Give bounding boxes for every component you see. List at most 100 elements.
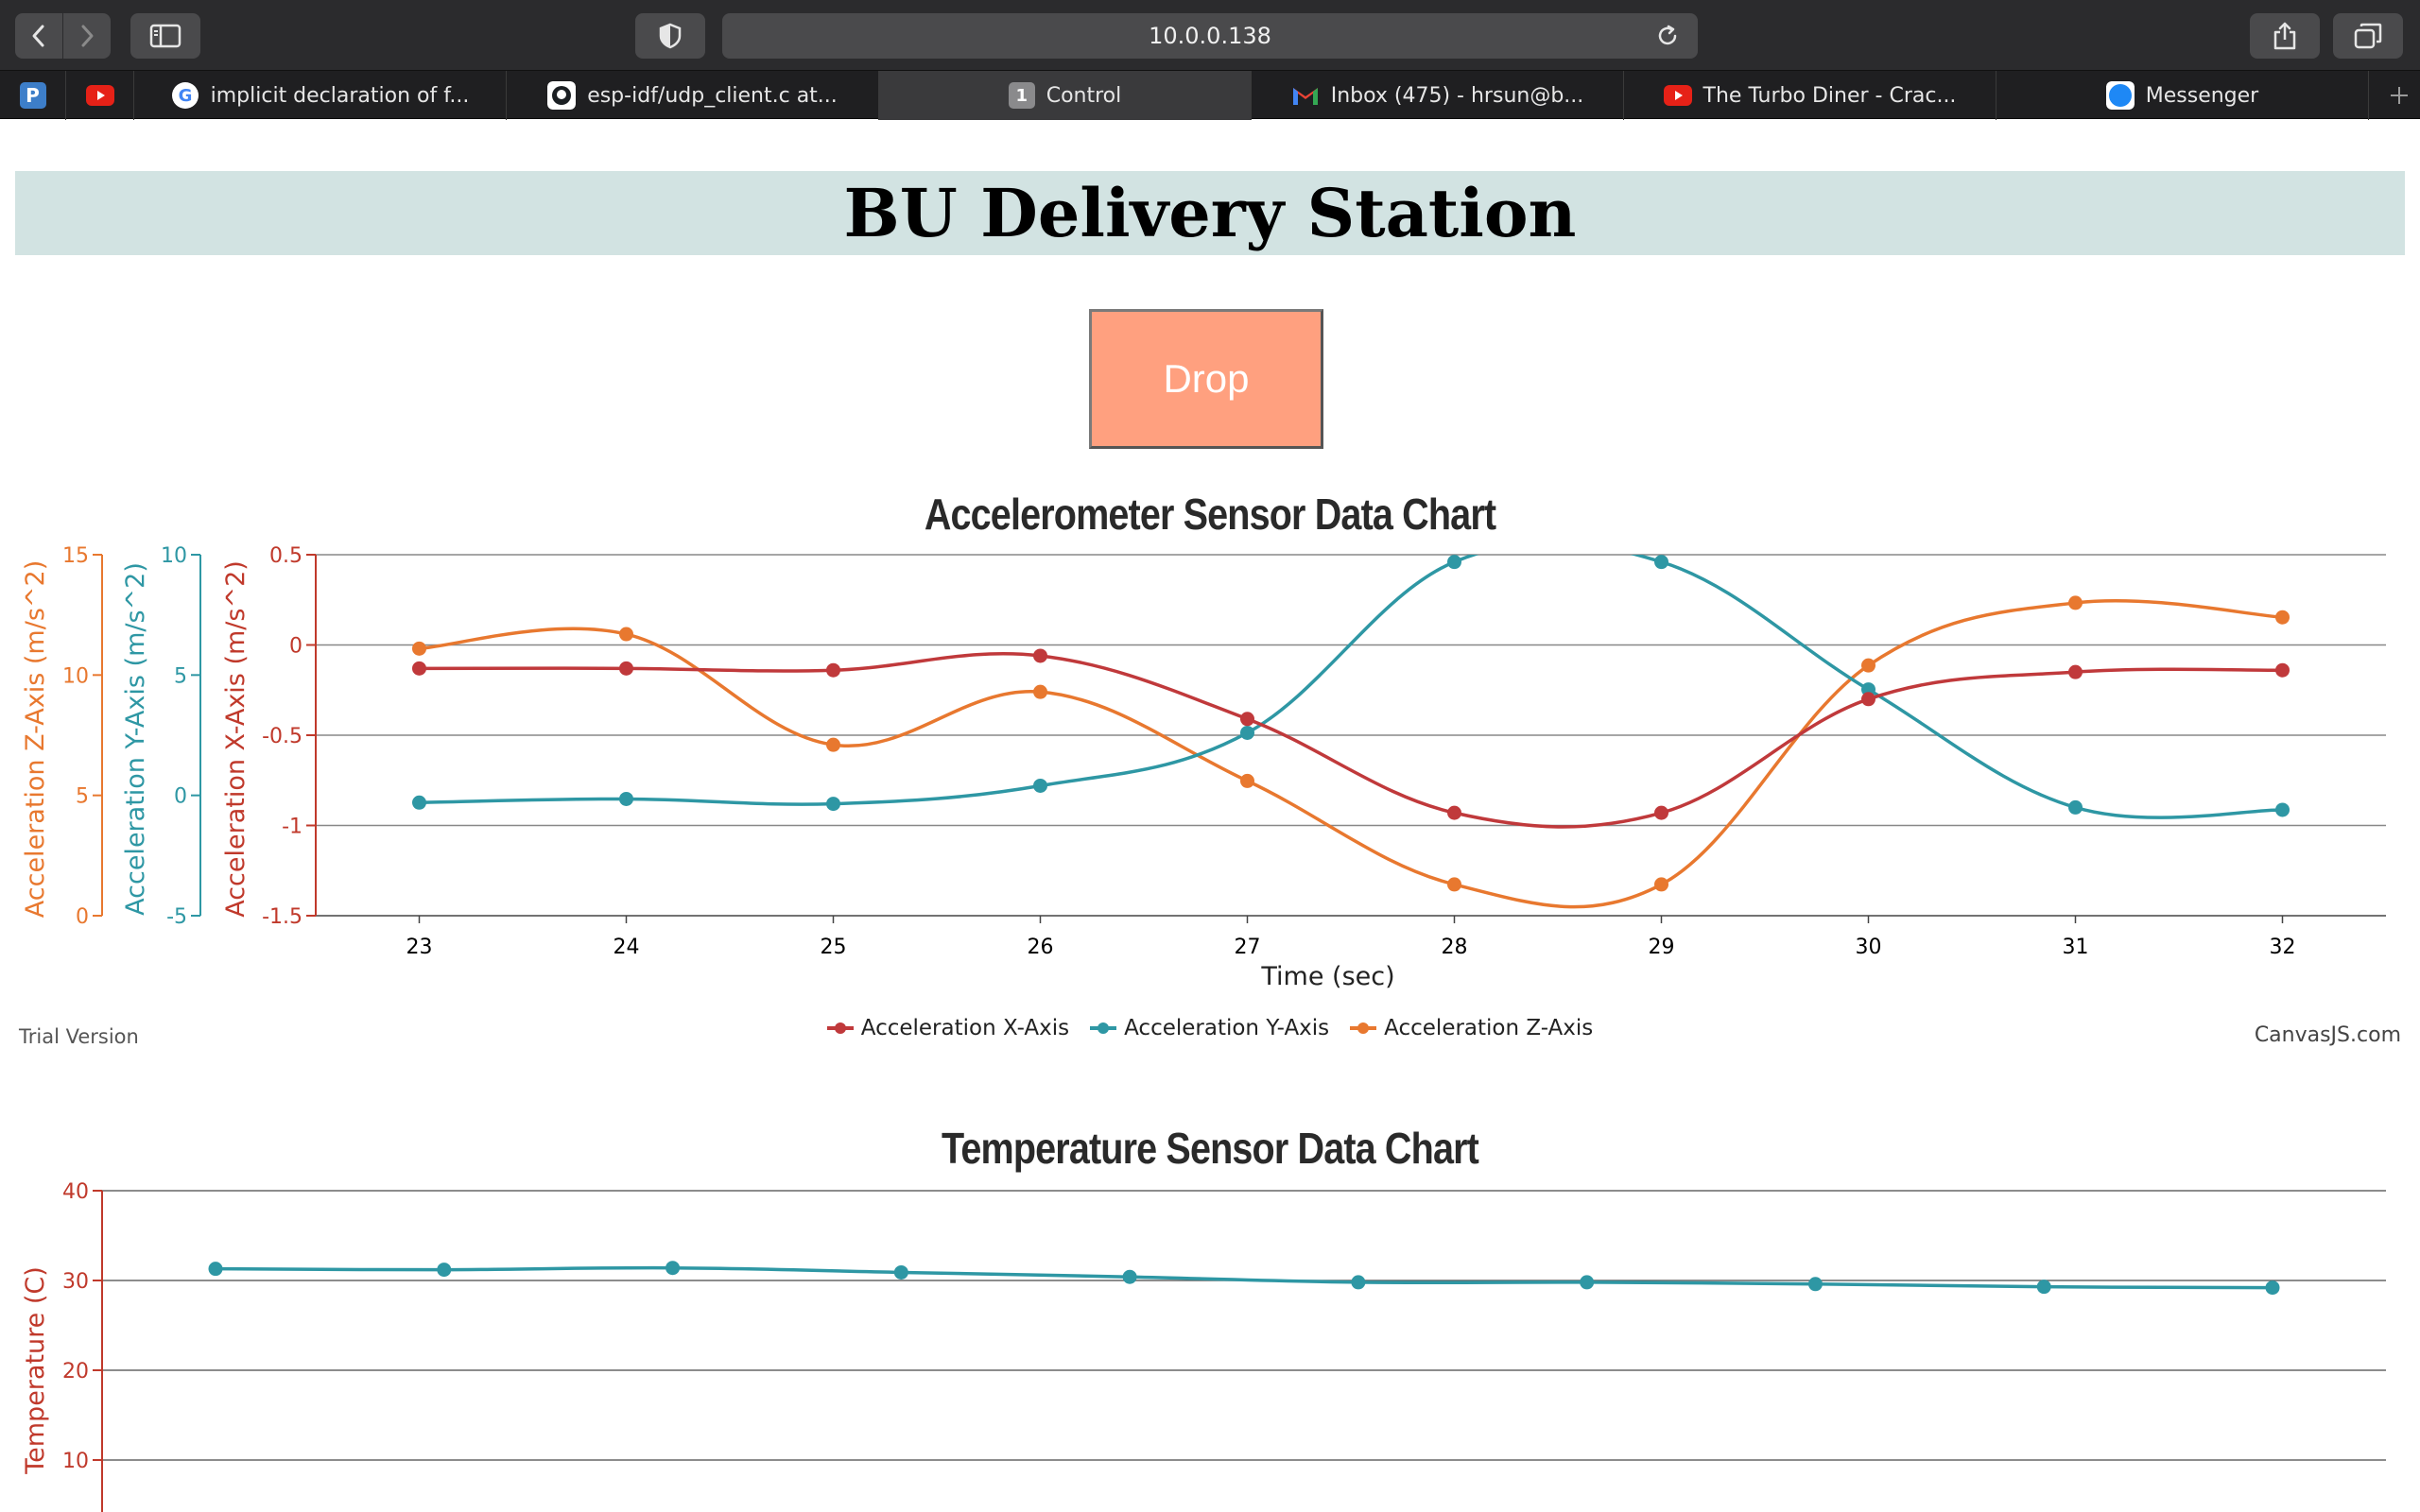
x-tick-label: 24 [614,936,640,959]
accel-chart-title: Accelerometer Sensor Data Chart [924,490,1496,539]
data-point-z [826,737,840,752]
drop-button[interactable]: Drop [1089,309,1323,449]
legend-label: Acceleration X-Axis [860,1016,1070,1040]
tab-overview-button[interactable] [2333,13,2403,59]
pinned-p-icon: P [19,82,46,109]
tab-turbo-diner[interactable]: The Turbo Diner - Crac... [1624,71,1996,120]
y-tick-label-y: 10 [161,544,187,568]
legend-item[interactable]: Acceleration Y-Axis [1090,1016,1329,1040]
y-axis-title-y: Acceleration Y-Axis (m/s^2) [121,562,150,916]
data-point-y [1447,555,1461,570]
chevron-right-icon [81,25,94,47]
pinned-tab-youtube[interactable] [66,71,134,120]
legend-swatch [826,1022,854,1034]
data-point-x [1654,805,1668,820]
y-tick-label: 30 [62,1270,89,1294]
forward-button[interactable] [63,13,111,59]
x-tick-label: 27 [1235,936,1261,959]
y-tick-label-y: 0 [174,785,187,809]
tab-number-icon: 1 [1008,82,1035,109]
x-tick-label: 31 [2063,936,2089,959]
y-tick-label-x: -1 [282,816,302,839]
privacy-report-button[interactable] [635,13,705,59]
legend-swatch [1350,1022,1377,1034]
sidebar-icon [149,24,182,48]
data-point-z [619,627,633,642]
data-point-y [2275,802,2290,817]
tab-messenger[interactable]: Messenger [1996,71,2369,120]
temp-data-point [893,1264,908,1280]
shield-icon [659,23,682,49]
x-tick-label: 30 [1856,936,1882,959]
back-button[interactable] [15,13,62,59]
temp-data-point [437,1263,452,1278]
reload-icon [1658,25,1677,45]
pinned-tab-p[interactable]: P [0,71,66,120]
accel-chart-legend: Acceleration X-Axis Acceleration Y-Axis Ac… [0,1016,2420,1040]
y-tick-label-z: 5 [76,785,89,809]
y-tick-label-x: -0.5 [262,725,302,748]
url-text: 10.0.0.138 [1149,23,1271,49]
y-tick-label-x: 0 [289,635,302,659]
data-point-x [1447,805,1461,820]
data-point-z [2275,610,2290,625]
y-axis-title-z: Acceleration Z-Axis (m/s^2) [21,560,50,918]
y-tick-label: 10 [62,1450,89,1473]
series-line-x [419,652,2283,829]
data-point-z [1861,658,1876,673]
tab-label: esp-idf/udp_client.c at... [587,83,838,108]
data-point-y [619,791,633,806]
y-tick-label-z: 0 [76,905,89,929]
page-title: BU Delivery Station [843,174,1577,252]
temp-chart: 40 30 20 10 Temperature (C) [21,1180,2386,1512]
canvasjs-credit-link[interactable]: CanvasJS.com [2254,1023,2401,1047]
y-tick-label-z: 10 [62,664,89,688]
temp-series-line [215,1265,2273,1290]
tab-udp-client[interactable]: esp-idf/udp_client.c at... [507,71,879,120]
y-axis-title: Temperature (C) [21,1266,50,1475]
temp-data-point [1580,1275,1595,1290]
tab-inbox[interactable]: Inbox (475) - hrsun@b... [1252,71,1624,120]
data-point-z [1033,684,1047,699]
legend-item[interactable]: Acceleration Z-Axis [1350,1016,1593,1040]
legend-swatch [1090,1022,1117,1034]
svg-text:G: G [178,86,192,106]
data-point-y [1033,778,1047,793]
tab-bar: P G implicit declaration of f... esp-idf… [0,70,2420,120]
data-point-x [826,662,840,678]
temp-data-point [666,1261,681,1276]
data-point-z [1447,877,1461,892]
y-tick-label-x: -1.5 [262,905,302,929]
sidebar-toggle-button[interactable] [130,13,200,59]
reload-button[interactable] [1652,21,1683,51]
messenger-icon [2105,81,2135,110]
trial-version-label: Trial Version [19,1025,139,1048]
tab-implicit-declaration[interactable]: G implicit declaration of f... [134,71,507,120]
share-button[interactable] [2250,13,2320,59]
temp-data-point [2036,1280,2051,1295]
plus-icon [2391,87,2408,104]
tab-overview-icon [2354,23,2382,49]
data-point-y [1240,725,1254,740]
legend-item[interactable]: Acceleration X-Axis [826,1016,1070,1040]
youtube-icon [1663,85,1692,106]
youtube-icon [85,85,114,106]
address-bar[interactable]: 10.0.0.138 [722,13,1698,59]
new-tab-button[interactable] [2378,71,2420,120]
x-tick-label: 29 [1649,936,1675,959]
data-point-y [2068,799,2083,815]
chevron-left-icon [32,25,44,47]
data-point-x [2275,662,2290,678]
data-point-x [1033,648,1047,663]
legend-label: Acceleration Z-Axis [1384,1016,1594,1040]
y-tick-label-z: 15 [62,544,89,568]
series-line-z [419,598,2283,909]
tab-label: Messenger [2145,83,2259,108]
data-point-z [1240,773,1254,788]
tab-label: Inbox (475) - hrsun@b... [1330,83,1584,108]
tab-label: The Turbo Diner - Crac... [1703,83,1957,108]
temp-data-point [1351,1275,1366,1290]
tab-control[interactable]: 1 Control [879,71,1252,120]
y-tick-label: 40 [62,1180,89,1204]
x-tick-label: 28 [1442,936,1468,959]
